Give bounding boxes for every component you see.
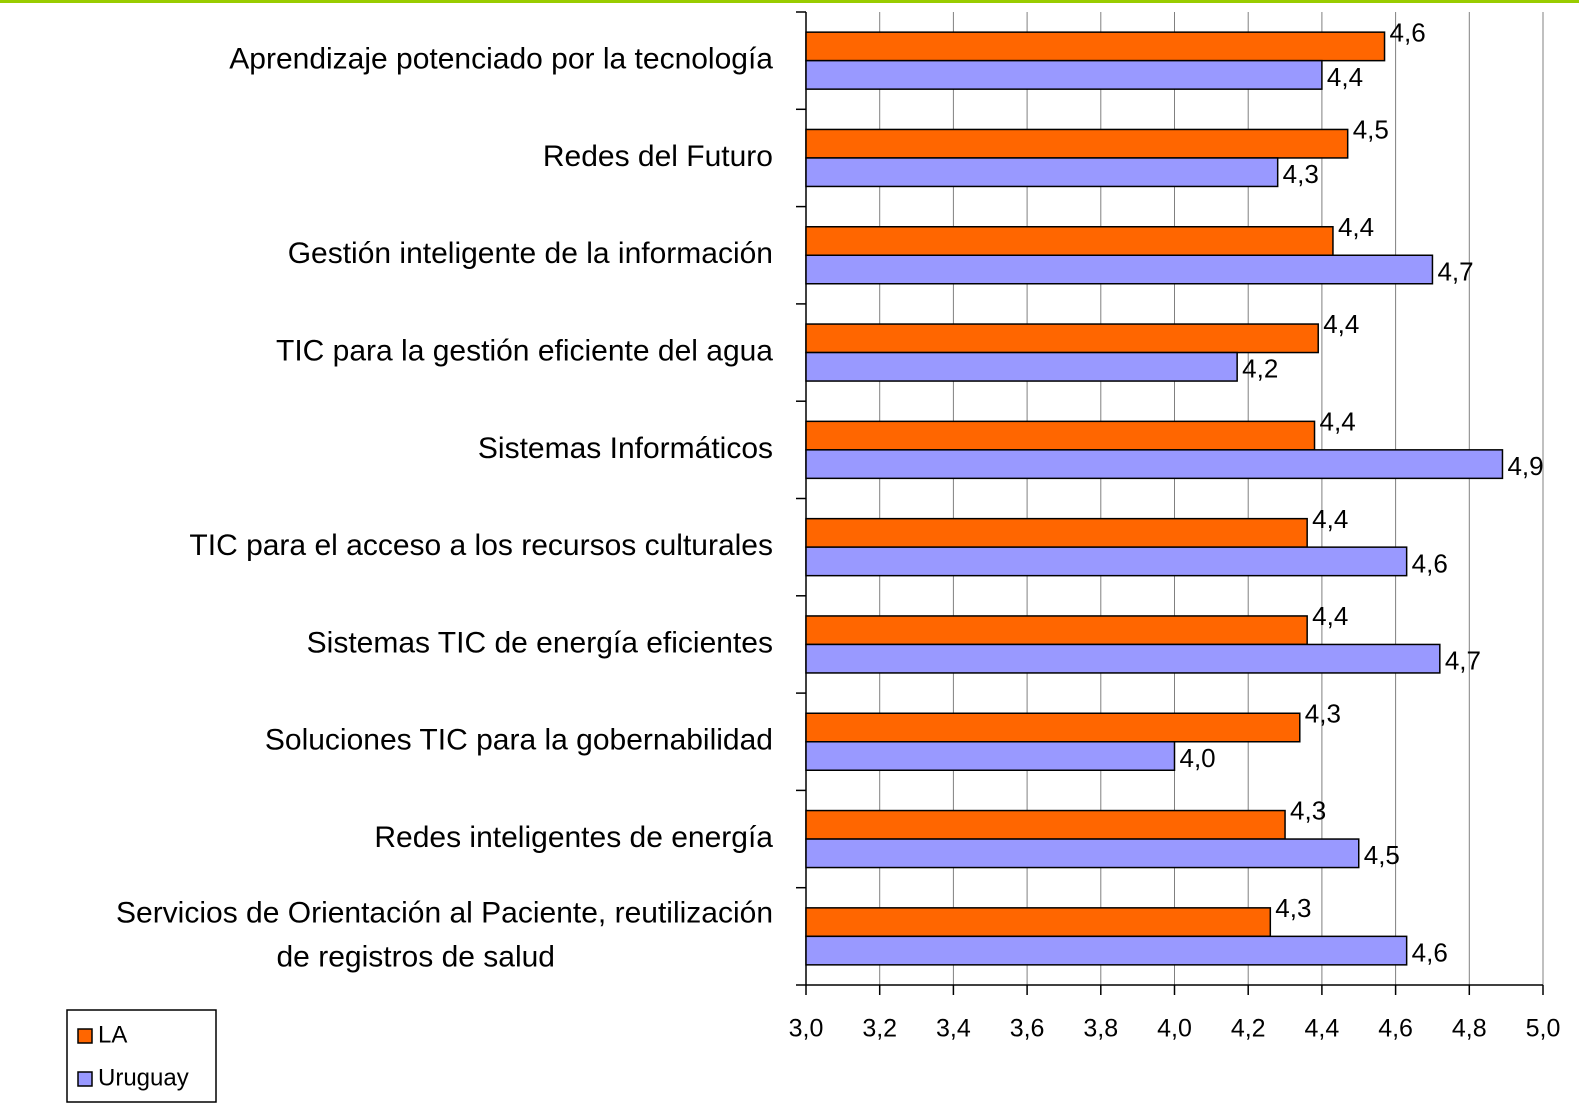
value-label: 4,4 xyxy=(1320,406,1356,436)
x-tick-label: 4,6 xyxy=(1378,1015,1413,1043)
x-tick-label: 4,2 xyxy=(1231,1015,1266,1043)
category-label: Servicios de Orientación al Paciente, re… xyxy=(116,896,773,973)
bar xyxy=(805,838,1360,869)
category-label: Redes inteligentes de energía xyxy=(374,821,773,854)
legend-swatch xyxy=(77,1071,93,1087)
value-label: 4,5 xyxy=(1364,840,1400,870)
x-tick-label: 5,0 xyxy=(1526,1015,1561,1043)
x-tick-label: 3,8 xyxy=(1083,1015,1118,1043)
category-label: TIC para la gestión eficiente del agua xyxy=(276,334,773,367)
x-tick-label: 3,0 xyxy=(789,1015,824,1043)
legend-swatch xyxy=(77,1028,93,1044)
value-label: 4,4 xyxy=(1312,601,1348,631)
value-label: 4,5 xyxy=(1353,115,1389,145)
value-label: 4,6 xyxy=(1412,548,1448,578)
value-label: 4,9 xyxy=(1507,451,1543,481)
x-tick-label: 3,6 xyxy=(1010,1015,1045,1043)
bar xyxy=(805,449,1504,480)
bar xyxy=(805,351,1238,382)
bar xyxy=(805,643,1441,674)
legend-label: Uruguay xyxy=(98,1064,189,1091)
legend-label: LA xyxy=(98,1021,127,1048)
category-label: Aprendizaje potenciado por la tecnología xyxy=(229,43,773,76)
value-label: 4,7 xyxy=(1437,256,1473,286)
value-label: 4,4 xyxy=(1323,309,1359,339)
bar xyxy=(805,809,1286,840)
bar xyxy=(805,157,1279,188)
bar xyxy=(805,226,1334,256)
bar xyxy=(805,323,1319,354)
x-tick-label: 3,2 xyxy=(862,1015,897,1043)
value-label: 4,4 xyxy=(1338,212,1374,242)
category-label: Redes del Futuro xyxy=(543,140,773,173)
top-rule xyxy=(0,0,1579,3)
value-label: 4,0 xyxy=(1180,743,1216,773)
bar xyxy=(805,517,1308,548)
x-tick-label: 4,0 xyxy=(1157,1015,1192,1043)
bar xyxy=(805,615,1308,646)
category-label: Gestión inteligente de la información xyxy=(288,237,773,270)
bar xyxy=(805,935,1408,966)
x-tick-label: 3,4 xyxy=(936,1015,971,1043)
category-label: TIC para el acceso a los recursos cultur… xyxy=(189,529,773,562)
bar xyxy=(805,420,1316,451)
bar xyxy=(805,254,1434,285)
bar xyxy=(805,712,1301,743)
category-label: Sistemas Informáticos xyxy=(478,432,773,465)
value-label: 4,3 xyxy=(1290,796,1326,826)
value-label: 4,4 xyxy=(1327,62,1363,92)
value-label: 4,6 xyxy=(1412,937,1448,967)
bar xyxy=(805,59,1323,90)
value-label: 4,4 xyxy=(1312,504,1348,534)
x-tick-label: 4,4 xyxy=(1305,1015,1340,1043)
value-label: 4,7 xyxy=(1445,646,1481,676)
x-tick-label: 4,8 xyxy=(1452,1015,1487,1043)
bar xyxy=(805,546,1408,577)
value-label: 4,3 xyxy=(1275,893,1311,923)
value-label: 4,6 xyxy=(1390,17,1426,47)
value-label: 4,2 xyxy=(1242,354,1278,384)
value-label: 4,3 xyxy=(1305,698,1341,728)
bar xyxy=(805,741,1176,771)
category-label: Soluciones TIC para la gobernabilidad xyxy=(265,724,773,757)
value-label: 4,3 xyxy=(1283,159,1319,189)
bar xyxy=(805,31,1386,62)
bar xyxy=(805,128,1349,159)
bar xyxy=(805,907,1272,938)
category-label: Sistemas TIC de energía eficientes xyxy=(307,626,773,659)
